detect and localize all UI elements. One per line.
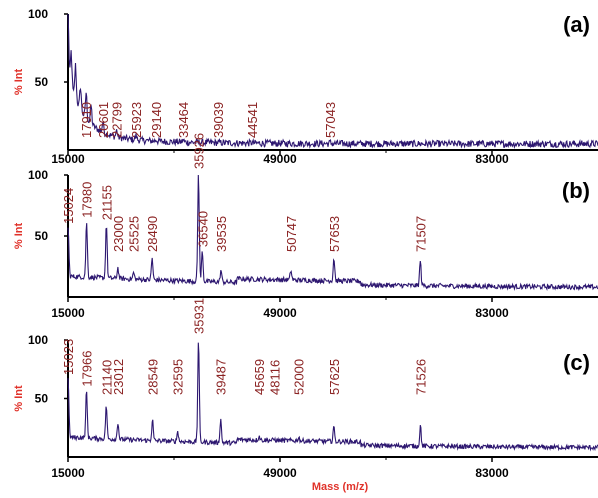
y-axis-title: % Int bbox=[13, 69, 25, 96]
x-tick-label: 49000 bbox=[263, 466, 297, 480]
spectrum-line bbox=[67, 13, 598, 149]
peak-label: 50747 bbox=[284, 216, 299, 252]
x-tick-label: 15000 bbox=[51, 152, 85, 166]
peak-label: 32595 bbox=[171, 359, 186, 395]
x-tick-label: 15000 bbox=[51, 466, 85, 480]
x-tick-label: 49000 bbox=[263, 152, 297, 166]
peak-label: 57653 bbox=[327, 216, 342, 252]
peak-label: 71526 bbox=[413, 359, 428, 395]
peak-label: 17966 bbox=[79, 350, 94, 386]
y-tick-label: 50 bbox=[35, 392, 49, 406]
peak-label: 21155 bbox=[99, 185, 114, 220]
peak-label: 28549 bbox=[145, 359, 160, 395]
peak-label: 48116 bbox=[267, 360, 282, 395]
peak-label: 44541 bbox=[245, 102, 260, 138]
peak-label: 23000 bbox=[111, 216, 126, 252]
peak-label: 22799 bbox=[110, 102, 125, 138]
peak-label: 15024 bbox=[61, 188, 76, 224]
peak-label: 25923 bbox=[129, 102, 144, 138]
spectrum-line bbox=[67, 342, 598, 452]
peak-label: 39487 bbox=[214, 359, 229, 395]
panel-label: (b) bbox=[562, 178, 590, 203]
peak-label: 45659 bbox=[252, 359, 267, 395]
peak-label: 36540 bbox=[195, 211, 210, 247]
y-axis-title: % Int bbox=[13, 223, 25, 250]
peak-label: 17980 bbox=[80, 182, 95, 218]
peak-label: 57625 bbox=[327, 359, 342, 395]
peak-label: 71507 bbox=[413, 216, 428, 252]
spectrum-line bbox=[67, 174, 598, 292]
x-tick-label: 83000 bbox=[475, 306, 509, 320]
peak-label: 20601 bbox=[96, 102, 111, 138]
y-tick-label: 50 bbox=[35, 229, 49, 243]
panel-0: 50 100 15000 49000 83000 % Int (a) 17910 2060122… bbox=[13, 7, 598, 166]
peak-label: 35926 bbox=[191, 133, 206, 169]
panel-label: (c) bbox=[563, 350, 590, 375]
peak-label: 39039 bbox=[211, 102, 226, 138]
peak-label: 21140 bbox=[99, 360, 114, 395]
y-tick-label: 50 bbox=[35, 75, 49, 89]
x-axis-title: Mass (m/z) bbox=[312, 481, 369, 493]
peak-label: 39535 bbox=[214, 216, 229, 252]
x-tick-label: 83000 bbox=[475, 466, 509, 480]
peak-label: 23012 bbox=[111, 359, 126, 395]
x-tick-label: 49000 bbox=[263, 306, 297, 320]
peak-label: 52000 bbox=[292, 359, 307, 395]
y-tick-label: 100 bbox=[28, 168, 48, 182]
x-tick-label: 83000 bbox=[475, 152, 509, 166]
peak-label: 15023 bbox=[61, 339, 76, 375]
y-axis-title: % Int bbox=[13, 385, 25, 412]
x-tick-label: 15000 bbox=[51, 306, 85, 320]
peak-label: 33464 bbox=[176, 102, 191, 138]
peak-label: 17910 bbox=[79, 102, 94, 138]
peak-label: 29140 bbox=[149, 102, 164, 138]
y-tick-label: 100 bbox=[28, 333, 48, 347]
peak-label: 25525 bbox=[127, 216, 142, 252]
y-tick-label: 100 bbox=[28, 7, 48, 21]
panel-label: (a) bbox=[563, 12, 590, 37]
peak-label: 28490 bbox=[145, 216, 160, 252]
peak-label: 35931 bbox=[192, 298, 207, 334]
peak-label: 57043 bbox=[323, 102, 338, 138]
